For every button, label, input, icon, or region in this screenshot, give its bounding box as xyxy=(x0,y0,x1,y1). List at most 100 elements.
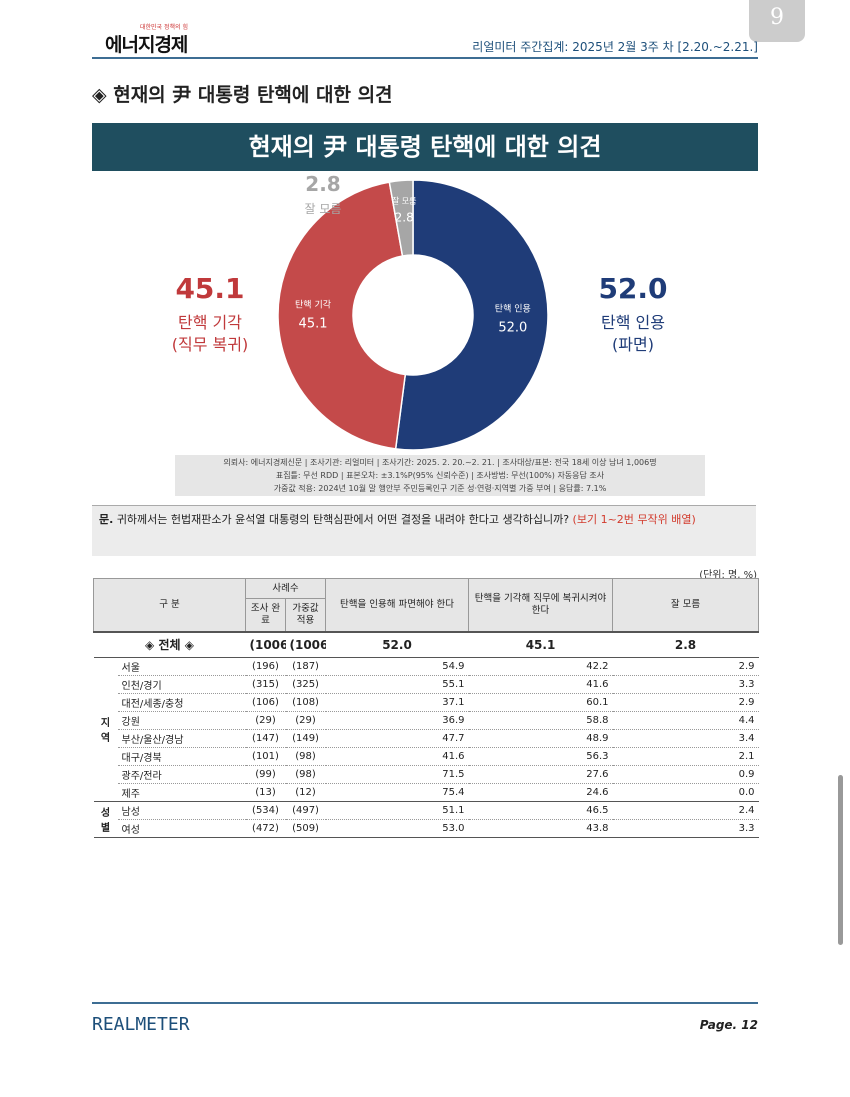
data-row: 부산/울산/경남 (147) (149) 47.7 48.9 3.4 xyxy=(94,729,759,748)
cell: 0.0 xyxy=(612,783,759,802)
question-note: (보기 1~2번 무작위 배열) xyxy=(572,513,696,526)
row-label: 부산/울산/경남 xyxy=(117,729,246,748)
cell: 51.1 xyxy=(325,801,469,820)
header-cell: 탄핵을 기각해 직무에 복귀시켜야 한다 xyxy=(468,578,614,632)
cell: 60.1 xyxy=(468,693,613,712)
header-cell: 잘 모름 xyxy=(612,578,760,632)
cell: 27.6 xyxy=(468,765,613,784)
cell: 75.4 xyxy=(325,783,469,802)
cell: (147) xyxy=(245,729,286,748)
slice xyxy=(277,181,407,450)
cell: 41.6 xyxy=(468,675,613,694)
header-rule xyxy=(92,57,758,59)
outer-category: 잘 모름 xyxy=(304,202,342,216)
footer-brand: REALMETER xyxy=(92,1014,190,1035)
results-table: 구 분 사례수 탄핵을 인용해 파면해야 한다 탄핵을 기각해 직무에 복귀시켜… xyxy=(93,578,760,838)
cell: 4.4 xyxy=(612,711,759,730)
note-line: 표집틀: 무선 RDD | 표본오차: ±3.1%P(95% 신뢰수준) | 조… xyxy=(275,471,605,480)
slice xyxy=(388,179,414,257)
cell: (187) xyxy=(285,657,326,676)
cell: (315) xyxy=(245,675,286,694)
outer-category: 탄핵 기각 xyxy=(178,313,242,332)
header-cell: 탄핵을 인용해 파면해야 한다 xyxy=(325,578,470,632)
data-row: 대전/세종/충청 (106) (108) 37.1 60.1 2.9 xyxy=(94,693,759,712)
row-label: 남성 xyxy=(117,801,246,820)
cell: 48.9 xyxy=(468,729,613,748)
cell: 46.5 xyxy=(468,801,613,820)
cell: (509) xyxy=(285,819,326,838)
slice-category: 탄핵 기각 xyxy=(295,298,331,310)
footer-rule xyxy=(92,1002,758,1004)
data-row: 강원 (29) (29) 36.9 58.8 4.4 xyxy=(94,711,759,730)
data-row: 대구/경북 (101) (98) 41.6 56.3 2.1 xyxy=(94,747,759,766)
outer-note: (직무 복귀) xyxy=(171,335,249,354)
scrollbar xyxy=(838,775,843,945)
note-line: 가중값 적용: 2024년 10월 말 행안부 주민등록인구 기준 성·연령·지… xyxy=(273,484,607,493)
cell: (497) xyxy=(285,801,326,820)
total-cell: 52.0 xyxy=(325,630,469,658)
header-cell: 구 분 xyxy=(93,578,246,632)
page-number: Page. 12 xyxy=(699,1018,758,1032)
cell: 2.9 xyxy=(612,657,759,676)
cell: 3.4 xyxy=(612,729,759,748)
cell: 41.6 xyxy=(325,747,469,766)
header-cell: 가중값 적용 xyxy=(284,598,327,632)
slice-value: 2.8 xyxy=(395,210,414,224)
row-label: 광주/전라 xyxy=(117,765,246,784)
cell: (108) xyxy=(285,693,326,712)
cell: 36.9 xyxy=(325,711,469,730)
row-label: 여성 xyxy=(117,819,246,838)
question-prefix: 문. xyxy=(99,513,114,526)
slice xyxy=(394,179,549,451)
page-badge: 9 xyxy=(749,0,805,42)
cell: (99) xyxy=(245,765,286,784)
header-cell: 조사 완료 xyxy=(245,598,286,632)
question: 문. 귀하께서는 헌법재판소가 윤석열 대통령의 탄핵심판에서 어떤 결정을 내… xyxy=(92,505,756,556)
total-cell: (1006) xyxy=(285,630,326,658)
slice-category: 잘 모름 xyxy=(392,196,417,205)
slice-value: 52.0 xyxy=(498,320,527,335)
chart-title: 현재의 尹 대통령 탄핵에 대한 의견 xyxy=(92,123,758,171)
table-body: 구 분 사례수 탄핵을 인용해 파면해야 한다 탄핵을 기각해 직무에 복귀시켜… xyxy=(93,578,760,838)
cell: (29) xyxy=(285,711,326,730)
cell: (149) xyxy=(285,729,326,748)
cell: 0.9 xyxy=(612,765,759,784)
cell: (12) xyxy=(285,783,326,802)
outer-value: 2.8 xyxy=(305,172,341,196)
cell: 37.1 xyxy=(325,693,469,712)
cell: 2.4 xyxy=(612,801,759,820)
logo-tagline: 대한민국 정책의 힘 xyxy=(140,24,188,31)
cell: (101) xyxy=(245,747,286,766)
data-row: 인천/경기 (315) (325) 55.1 41.6 3.3 xyxy=(94,675,759,694)
cell: 2.1 xyxy=(612,747,759,766)
outer-value: 45.1 xyxy=(175,272,245,305)
unit: (단위: 명, %) xyxy=(699,570,757,581)
total-cell: (1006) xyxy=(245,630,286,658)
group-label: 지역 xyxy=(93,657,118,802)
total-cell: 2.8 xyxy=(612,630,759,658)
header-cell: 사례수 xyxy=(244,578,327,599)
slice-category: 탄핵 인용 xyxy=(495,302,531,314)
survey-notes: 의뢰사: 에너지경제신문 | 조사기관: 리얼미터 | 조사기간: 2025. … xyxy=(175,455,705,496)
question-text: 귀하께서는 헌법재판소가 윤석열 대통령의 탄핵심판에서 어떤 결정을 내려야 … xyxy=(116,513,570,526)
row-label: 제주 xyxy=(117,783,246,802)
cell: (106) xyxy=(245,693,286,712)
outer-category: 탄핵 인용 xyxy=(601,313,665,332)
cell: 2.9 xyxy=(612,693,759,712)
data-row: 여성 (472) (509) 53.0 43.8 3.3 xyxy=(94,819,759,838)
cell: 56.3 xyxy=(468,747,613,766)
outer-note: (파면) xyxy=(612,335,654,354)
group-label: 성별 xyxy=(93,801,118,838)
data-row: 성별 남성 (534) (497) 51.1 46.5 2.4 xyxy=(93,801,759,838)
cell: 58.8 xyxy=(468,711,613,730)
row-label: 서울 xyxy=(117,657,246,676)
cell: (325) xyxy=(285,675,326,694)
row-label: 인천/경기 xyxy=(117,675,246,694)
cell: 71.5 xyxy=(325,765,469,784)
donut-chart: 탄핵 인용 52.0 탄핵 기각 45.1 잘 모름 2.8 xyxy=(277,179,549,451)
data-row: 광주/전라 (99) (98) 71.5 27.6 0.9 xyxy=(94,765,759,784)
cell: 24.6 xyxy=(468,783,613,802)
total-cell: ◈ 전체 ◈ xyxy=(93,630,246,658)
cell: 3.3 xyxy=(612,819,759,838)
cell: 42.2 xyxy=(468,657,613,676)
